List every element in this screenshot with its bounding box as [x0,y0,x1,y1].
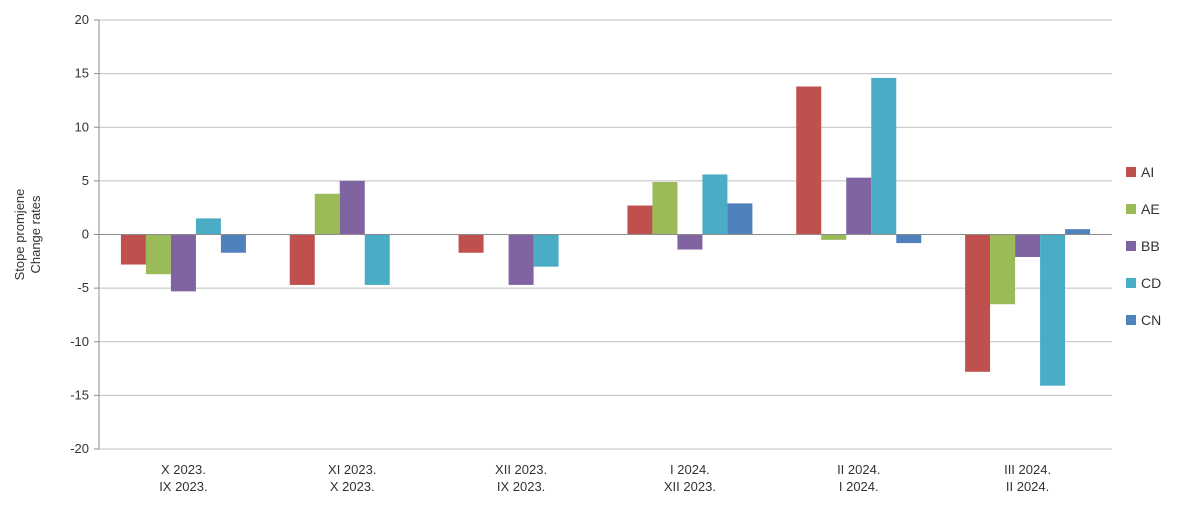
y-tick-label: -20 [70,441,89,456]
x-category-label: XII 2023. [664,479,716,494]
bar-ai [120,234,146,265]
x-category-label: IX 2023. [497,479,545,494]
y-tick-label: -5 [77,280,89,295]
x-category-label: I 2024. [670,462,710,477]
bar-bb [846,177,872,235]
legend-label-cd: CD [1141,275,1161,291]
y-tick-label: -10 [70,334,89,349]
x-category-label: III 2024. [1004,462,1051,477]
bar-ae [821,234,847,240]
bar-bb [339,180,365,235]
y-tick-label: -15 [70,387,89,402]
bar-ai [796,86,822,235]
y-tick-label: 10 [75,119,89,134]
legend: AI AE BB CD CN [1126,164,1161,328]
bar-ae [314,193,340,235]
y-axis-title-line: Change rates [28,195,43,274]
x-category-label: II 2024. [1006,479,1049,494]
legend-label-cn: CN [1141,312,1161,328]
x-category-label: X 2023. [161,462,206,477]
legend-swatch-bb [1126,241,1136,251]
legend-swatch-ae [1126,204,1136,214]
bar-cn [1065,229,1091,235]
x-category-label: I 2024. [839,479,879,494]
bar-bb [508,234,534,285]
bar-ai [627,205,653,235]
bar-bb [170,234,196,292]
x-category-label: IX 2023. [159,479,207,494]
bar-bb [677,234,703,250]
bar-cn [727,203,753,235]
legend-label-ae: AE [1141,201,1160,217]
bar-ai [289,234,315,285]
y-tick-label: 15 [75,66,89,81]
bar-cd [702,174,728,235]
y-axis-title: Stope promjene Change rates [12,189,43,281]
x-category-labels: X 2023. IX 2023. XI 2023. X 2023. XII 2023. I… [159,462,1051,494]
y-tick-labels: 20 15 10 5 0 -5 -10 -15 -20 [70,12,89,456]
bar-ae [990,234,1016,305]
bar-cd [364,234,390,285]
bar-cn [896,234,922,244]
bars [120,77,1091,386]
bar-cd [871,77,897,235]
bar-cn [220,234,246,253]
x-category-label: XII 2023. [495,462,547,477]
x-category-label: XI 2023. [328,462,376,477]
bar-cd [1040,234,1066,386]
bar-bb [1015,234,1041,258]
legend-label-ai: AI [1141,164,1154,180]
y-axis-title-line: Stope promjene [12,189,27,281]
y-tick-label: 5 [82,173,89,188]
legend-swatch-cd [1126,278,1136,288]
y-tick-label: 0 [82,227,89,242]
bar-ai [965,234,991,372]
legend-label-bb: BB [1141,238,1160,254]
bar-ae [145,234,171,275]
bar-ai [458,234,484,253]
bar-cd [195,218,221,235]
y-tick-label: 20 [75,12,89,27]
x-category-label: II 2024. [837,462,880,477]
bar-cd [533,234,559,267]
x-category-label: X 2023. [330,479,375,494]
bar-ae [652,181,678,235]
axes [94,19,1112,450]
legend-swatch-cn [1126,315,1136,325]
legend-swatch-ai [1126,167,1136,177]
